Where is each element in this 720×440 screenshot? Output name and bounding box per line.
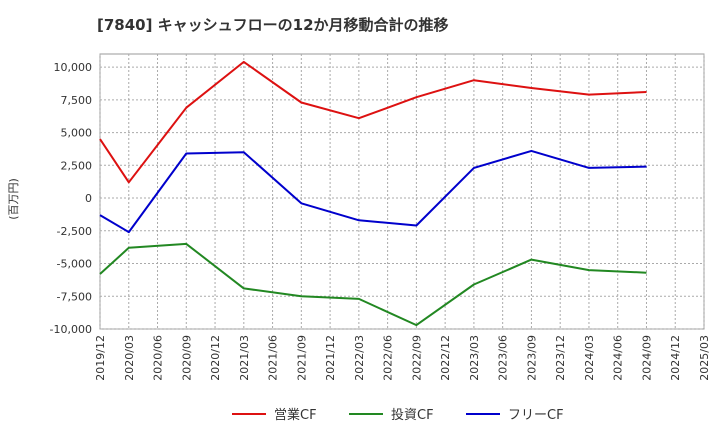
x-tick-label: 2021/03 (238, 335, 251, 381)
x-tick-label: 2023/12 (554, 335, 567, 381)
x-tick-label: 2019/12 (94, 335, 107, 381)
x-tick-label: 2020/06 (152, 335, 165, 381)
y-tick-label: 0 (85, 192, 92, 205)
x-tick-label: 2021/06 (267, 335, 280, 381)
y-tick-label: 7,500 (61, 94, 93, 107)
x-tick-label: 2022/12 (439, 335, 452, 381)
x-tick-label: 2022/06 (382, 335, 395, 381)
y-tick-label: -5,000 (57, 258, 92, 271)
series-line-1 (99, 60, 647, 184)
x-tick-label: 2022/09 (410, 335, 423, 381)
x-tick-label: 2022/03 (353, 335, 366, 381)
x-tick-label: 2021/12 (324, 335, 337, 381)
x-tick-label: 2020/12 (209, 335, 222, 381)
x-tick-label: 2025/03 (698, 335, 711, 381)
series-line-3 (99, 149, 647, 234)
x-tick-label: 2024/09 (640, 335, 653, 381)
x-tick-label: 2024/03 (583, 335, 596, 381)
y-tick-label: 5,000 (61, 127, 93, 140)
x-tick-label: 2021/09 (295, 335, 308, 381)
x-tick-label: 2024/06 (612, 335, 625, 381)
series-line-2 (99, 242, 647, 327)
x-tick-label: 2023/09 (525, 335, 538, 381)
x-tick-label: 2023/06 (497, 335, 510, 381)
legend-label-1: 営業CF (274, 407, 317, 423)
y-tick-label: -2,500 (57, 225, 92, 238)
x-tick-label: 2024/12 (669, 335, 682, 381)
y-tick-label: -7,500 (57, 290, 92, 303)
x-tick-label: 2020/09 (180, 335, 193, 381)
chart-title: [7840] キャッシュフローの12か月移動合計の推移 (97, 16, 449, 34)
y-axis-label: (百万円) (7, 178, 20, 220)
y-tick-label: 2,500 (61, 159, 93, 172)
plot-area (99, 53, 705, 330)
legend-label-3: フリーCF (508, 408, 564, 423)
legend-label-2: 投資CF (391, 407, 434, 423)
y-tick-label: -10,000 (50, 323, 92, 336)
y-tick-label: 10,000 (54, 61, 93, 74)
x-tick-label: 2020/03 (123, 335, 136, 381)
x-tick-label: 2023/03 (468, 335, 481, 381)
